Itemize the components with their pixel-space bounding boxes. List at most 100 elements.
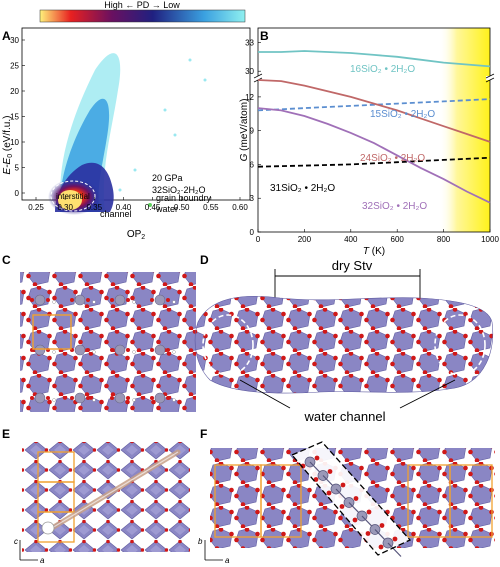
b-series-label-5: 32SiO₂ • 2H₂O: [362, 201, 427, 212]
o-atom-c: [126, 298, 130, 302]
b-axis-break: [485, 77, 495, 83]
a-y-tick-label: 5: [15, 164, 20, 173]
o-atom-c: [166, 298, 170, 302]
unit-cell-c: [32, 314, 72, 350]
si-atom-c: [34, 392, 46, 404]
b-y-label-var: G: [239, 153, 250, 161]
a-x-tick-label: 0.30: [57, 203, 73, 212]
b-y-tick-label: 0: [250, 228, 255, 237]
b-y-tick-label: 3: [250, 194, 255, 203]
b-x-label-var: T: [363, 246, 370, 257]
a-x-tick-label: 0.25: [28, 203, 44, 212]
axis-e-a-label: a: [40, 556, 45, 565]
o-atom-f: [378, 544, 384, 550]
b-x-tick-label: 600: [391, 235, 405, 244]
o-atom-f: [353, 496, 359, 501]
h-atom-c: [92, 398, 96, 402]
si-atom-c: [154, 344, 166, 356]
o-atom-c: [86, 348, 90, 352]
o-atom-c: [70, 396, 74, 400]
a-x-tick-label: 0.40: [116, 203, 132, 212]
panel-label-d: D: [200, 253, 209, 267]
b-y-tick-label: 12: [245, 93, 254, 102]
o-atom-f: [339, 504, 345, 509]
annot-pressure: 20 GPa: [152, 173, 183, 183]
b-frame: [257, 27, 491, 233]
a-y-tick-label: 15: [10, 113, 19, 122]
a-y-tick-label: 25: [10, 62, 19, 71]
h-atom-c: [172, 350, 176, 354]
o-atom-c: [110, 298, 114, 302]
pointer-right: [399, 379, 456, 409]
annot-grain-1: grain boundry: [156, 193, 212, 203]
o-atom-f: [366, 509, 372, 515]
axis-f-b-label: b: [198, 537, 203, 546]
a-x-tick-label: 0.35: [86, 203, 102, 212]
h-atom-c: [132, 350, 136, 354]
h-atom-c: [132, 300, 136, 304]
colorbar: [39, 9, 246, 23]
a-x-tick-label: 0.55: [203, 203, 219, 212]
a-x-tick-label: 0.60: [232, 203, 248, 212]
o-atom-c: [166, 348, 170, 352]
panel-label-e: E: [2, 427, 10, 441]
b-y-label-unit: (meV/atom): [239, 99, 250, 154]
o-atom-f: [326, 490, 332, 496]
si-atom-c: [74, 344, 86, 356]
panel-c: C: [2, 253, 196, 412]
o-atom-c: [46, 298, 50, 302]
o-atom-c: [110, 348, 114, 352]
si-atom-c: [34, 344, 46, 356]
panel-b: B 0 200 400 600 800 1000 0 3 6 9 12 30 33 T (K) G (meV…: [239, 27, 499, 257]
b-series-label-2: 15SiO₂ • 2H₂O: [370, 109, 435, 120]
o-atom-c: [150, 396, 154, 400]
o-atom-c: [126, 348, 130, 352]
annot-channel: channel: [100, 209, 132, 219]
b-x-tick-label: 200: [298, 235, 312, 244]
b-x-label: T (K): [363, 246, 385, 257]
structure-d: [194, 295, 494, 394]
channel-chain-f: [290, 441, 412, 557]
b-x-tick-label: 400: [344, 235, 358, 244]
o-atom-f: [352, 517, 358, 523]
o-atom-f: [365, 531, 371, 536]
annot-grain-2: water: [155, 204, 178, 214]
h-atom-c: [52, 398, 56, 402]
h-atom-c: [92, 350, 96, 354]
b-series-label-1: 16SiO₂ • 2H₂O: [350, 64, 415, 75]
o-atom-c: [46, 396, 50, 400]
si-atom-c: [74, 392, 86, 404]
a-y-tick-label: 30: [10, 36, 19, 45]
axis-e-c-label: c: [14, 537, 18, 546]
b-y-tick-label: 30: [245, 67, 254, 76]
panel-f: F b a: [198, 427, 495, 565]
o-atom-f: [392, 536, 398, 542]
b-x-tick-label: 1000: [481, 235, 499, 244]
b-y-tick-label: 9: [250, 127, 255, 136]
si-atom-c: [114, 392, 126, 404]
panel-label-f: F: [200, 427, 207, 441]
b-axis-break-gap: [254, 76, 262, 80]
h-atom-c: [132, 398, 136, 402]
panel-label-a: A: [2, 29, 11, 43]
unit-cell-e-3: [37, 511, 75, 543]
o-atom-c: [86, 298, 90, 302]
axis-f-a-label: a: [225, 556, 230, 565]
colorbar-label: High ← PD → Low: [104, 0, 180, 10]
density-cloud: [48, 53, 207, 215]
plot-a-frame: [21, 27, 251, 201]
si-atom-c: [114, 294, 126, 306]
h-atom-c: [172, 398, 176, 402]
channel-outline-right: [434, 314, 486, 376]
o-atom-c: [150, 348, 154, 352]
panel-label-b: B: [260, 29, 269, 43]
o-atom-f: [327, 469, 333, 474]
b-series-line-3: [257, 79, 491, 143]
b-y-tick-label: 33: [245, 38, 254, 47]
label-dry-stv: dry Stv: [332, 258, 373, 273]
annot-formula: 32SiO₂·2H₂O: [152, 185, 206, 195]
panel-label-c: C: [2, 253, 11, 267]
b-series-line-4: [257, 156, 491, 168]
si-atom-c: [114, 344, 126, 356]
o-atom-c: [70, 298, 74, 302]
